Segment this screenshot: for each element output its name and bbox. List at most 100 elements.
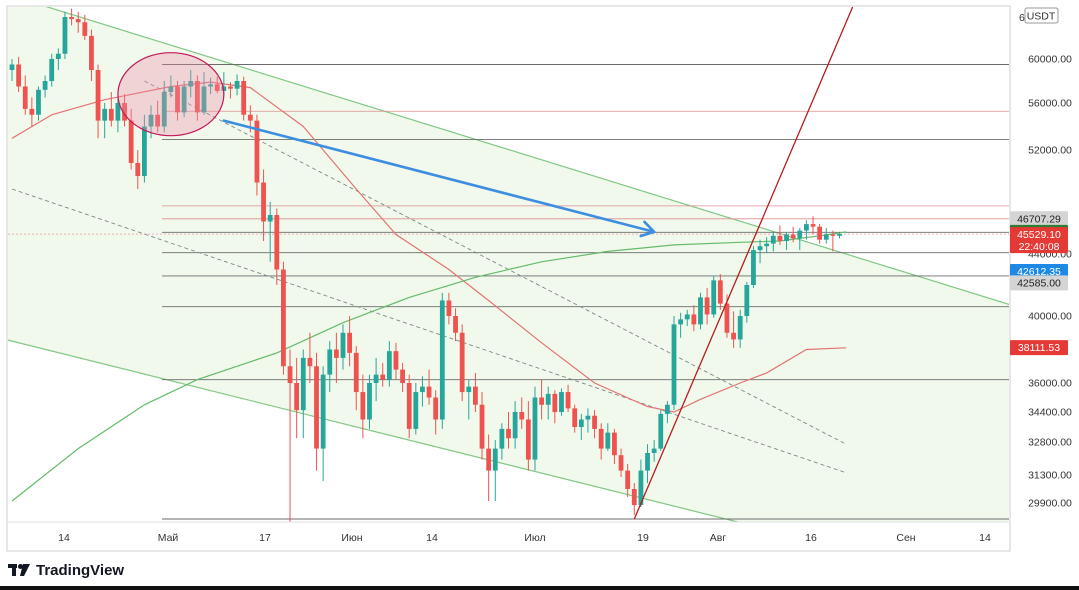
candle[interactable] xyxy=(29,97,35,127)
candle[interactable] xyxy=(711,275,717,318)
candle[interactable] xyxy=(459,324,465,402)
candle[interactable] xyxy=(214,76,220,94)
candle[interactable] xyxy=(691,305,697,332)
candle[interactable] xyxy=(645,444,650,483)
blue-arrow-line[interactable] xyxy=(222,119,656,234)
candle[interactable] xyxy=(122,94,127,127)
candle[interactable] xyxy=(837,231,842,239)
candle[interactable] xyxy=(426,369,432,405)
candle[interactable] xyxy=(492,440,498,501)
candle[interactable] xyxy=(486,434,492,502)
candle[interactable] xyxy=(201,72,207,115)
candle[interactable] xyxy=(790,226,796,243)
candle[interactable] xyxy=(777,225,783,245)
candle[interactable] xyxy=(161,81,167,133)
candle[interactable] xyxy=(618,448,624,477)
candle[interactable] xyxy=(108,92,114,127)
candle[interactable] xyxy=(327,341,333,393)
channel-lower-line[interactable] xyxy=(8,339,1009,589)
candle[interactable] xyxy=(386,341,392,387)
candle[interactable] xyxy=(651,440,657,462)
candle[interactable] xyxy=(804,220,809,240)
brand-bar[interactable]: TradingView xyxy=(8,560,124,580)
candle[interactable] xyxy=(751,246,756,289)
candle[interactable] xyxy=(479,392,485,460)
candle[interactable] xyxy=(406,374,412,439)
candle[interactable] xyxy=(373,357,379,402)
candle[interactable] xyxy=(400,362,405,393)
candle[interactable] xyxy=(367,374,372,429)
candle[interactable] xyxy=(605,423,611,451)
candle[interactable] xyxy=(22,75,28,115)
time-axis[interactable]: 14 Май 17 Июн 14 Июл 19 Авг 16 Сен 14 xyxy=(8,521,1009,544)
red-trendline[interactable] xyxy=(633,7,854,520)
candle[interactable] xyxy=(817,224,823,244)
candle[interactable] xyxy=(55,48,61,71)
candle[interactable] xyxy=(784,231,789,251)
candle[interactable] xyxy=(823,228,829,244)
candle[interactable] xyxy=(281,261,286,375)
candle[interactable] xyxy=(234,74,240,96)
candle[interactable] xyxy=(261,169,266,242)
candle[interactable] xyxy=(62,11,68,59)
candle[interactable] xyxy=(75,11,81,33)
candles[interactable] xyxy=(9,8,842,531)
candle[interactable] xyxy=(307,332,313,383)
candle[interactable] xyxy=(102,103,108,139)
candle[interactable] xyxy=(830,230,836,252)
candle[interactable] xyxy=(731,311,736,348)
candle[interactable] xyxy=(360,374,366,439)
candle[interactable] xyxy=(320,366,326,481)
candle[interactable] xyxy=(9,59,15,81)
candle[interactable] xyxy=(241,76,247,121)
candle[interactable] xyxy=(525,401,531,471)
candle[interactable] xyxy=(340,324,346,370)
dashed-trendline[interactable] xyxy=(144,80,847,445)
candle[interactable] xyxy=(757,239,763,264)
candle[interactable] xyxy=(612,428,617,464)
candle[interactable] xyxy=(413,383,419,435)
candle[interactable] xyxy=(168,75,174,98)
candle[interactable] xyxy=(506,412,511,449)
candle[interactable] xyxy=(717,274,723,310)
candle[interactable] xyxy=(678,312,684,338)
candle[interactable] xyxy=(698,292,703,330)
candle[interactable] xyxy=(181,81,187,118)
candle[interactable] xyxy=(737,309,743,348)
candle[interactable] xyxy=(512,401,518,449)
candle[interactable] xyxy=(208,77,213,95)
candle[interactable] xyxy=(473,372,478,412)
candle[interactable] xyxy=(810,216,816,235)
candle[interactable] xyxy=(631,483,637,515)
candle[interactable] xyxy=(572,404,578,433)
candle[interactable] xyxy=(625,464,631,497)
candle[interactable] xyxy=(142,114,147,183)
candle[interactable] xyxy=(82,14,88,41)
candle[interactable] xyxy=(333,332,339,383)
candle[interactable] xyxy=(36,86,41,121)
candle[interactable] xyxy=(552,390,558,424)
candle[interactable] xyxy=(228,82,233,99)
plot-area[interactable] xyxy=(8,0,1009,590)
candle[interactable] xyxy=(433,390,439,435)
candle[interactable] xyxy=(585,408,591,433)
candle[interactable] xyxy=(664,401,670,424)
candle[interactable] xyxy=(89,29,94,81)
candle[interactable] xyxy=(347,316,353,367)
candle[interactable] xyxy=(578,413,584,441)
candle[interactable] xyxy=(267,202,273,262)
candle[interactable] xyxy=(797,228,803,251)
candle[interactable] xyxy=(684,309,690,327)
candle[interactable] xyxy=(439,292,445,429)
candle[interactable] xyxy=(353,346,359,411)
candle[interactable] xyxy=(49,53,55,87)
candle[interactable] xyxy=(393,342,399,380)
candle[interactable] xyxy=(69,8,74,26)
candle[interactable] xyxy=(559,388,564,416)
candle[interactable] xyxy=(300,349,306,439)
candle[interactable] xyxy=(115,97,121,133)
candle[interactable] xyxy=(565,384,571,412)
candle[interactable] xyxy=(638,459,644,507)
currency-badge[interactable]: USDT xyxy=(1024,7,1059,24)
price-axis[interactable]: 60000.0056000.0052000.0044000.0040000.00… xyxy=(1019,12,1072,510)
